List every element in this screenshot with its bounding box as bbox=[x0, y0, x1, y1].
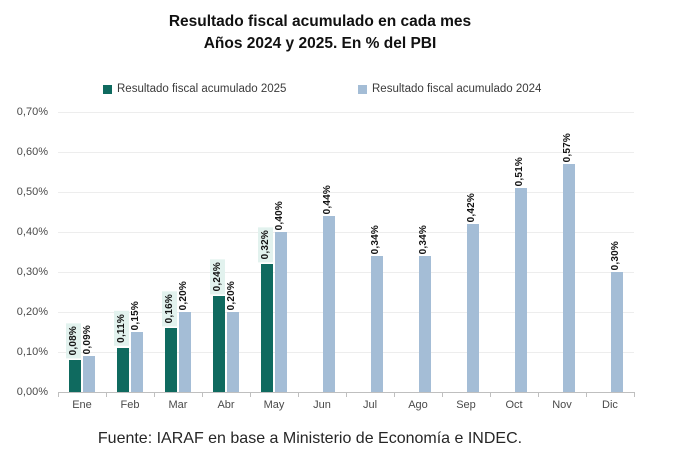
x-tick-label: Dic bbox=[602, 399, 618, 411]
bar-label-2024-Jul: 0,34% bbox=[370, 224, 381, 254]
bar-label-2024-Mar: 0,20% bbox=[178, 280, 189, 310]
x-tick-label: Jul bbox=[362, 399, 378, 411]
gridline bbox=[58, 192, 634, 193]
gridline bbox=[58, 272, 634, 273]
bar-label-2024-Ene: 0,09% bbox=[82, 324, 93, 354]
x-tick-label: Sep bbox=[456, 399, 476, 411]
legend-item-2025: Resultado fiscal acumulado 2025 bbox=[103, 83, 286, 95]
x-axis-tick bbox=[298, 393, 299, 397]
x-tick-label: Oct bbox=[505, 399, 523, 411]
legend-label-2025: Resultado fiscal acumulado 2025 bbox=[117, 83, 287, 95]
bar-2025-Abr bbox=[213, 296, 225, 392]
gridline bbox=[58, 152, 634, 153]
bar-label-2024-Nov: 0,57% bbox=[562, 132, 573, 162]
legend: Resultado fiscal acumulado 2025 Resultad… bbox=[0, 83, 640, 97]
bar-2024-Sep bbox=[467, 224, 479, 392]
bar-2024-Jun bbox=[323, 216, 335, 392]
y-tick-label: 0,70% bbox=[16, 106, 48, 118]
legend-swatch-2025 bbox=[103, 84, 112, 94]
x-tick-label: Mar bbox=[168, 399, 188, 411]
bar-2024-Ago bbox=[419, 256, 431, 392]
bar-2024-Oct bbox=[515, 188, 527, 392]
bar-2025-Ene bbox=[69, 360, 81, 392]
bar-label-2025-Abr: 0,24% bbox=[210, 258, 225, 294]
y-tick-label: 0,60% bbox=[16, 146, 48, 158]
x-tick-label: Feb bbox=[120, 399, 140, 411]
bar-2025-Mar bbox=[165, 328, 177, 392]
x-axis-tick bbox=[346, 393, 347, 397]
bar-2024-Dic bbox=[611, 272, 623, 392]
x-tick-label: Jun bbox=[313, 399, 331, 411]
y-tick-label: 0,10% bbox=[16, 346, 48, 358]
bar-label-2025-Feb: 0,11% bbox=[114, 311, 129, 346]
x-tick-label: May bbox=[263, 399, 285, 411]
gridline bbox=[58, 312, 634, 313]
bar-2025-May bbox=[261, 264, 273, 392]
bar-label-2025-Mar: 0,16% bbox=[162, 290, 177, 326]
bar-label-2024-Oct: 0,51% bbox=[514, 156, 525, 186]
y-tick-label: 0,30% bbox=[16, 266, 48, 278]
source-note: Fuente: IARAF en base a Ministerio de Ec… bbox=[97, 430, 523, 447]
bar-2024-Jul bbox=[371, 256, 383, 392]
x-tick-label: Nov bbox=[552, 399, 572, 411]
bar-label-2024-Sep: 0,42% bbox=[466, 192, 477, 222]
x-axis-tick bbox=[106, 393, 107, 397]
bar-2025-Feb bbox=[117, 348, 129, 392]
chart-title-block: Resultado fiscal acumulado en cada mes A… bbox=[0, 11, 640, 55]
legend-swatch-2024 bbox=[358, 84, 367, 94]
y-tick-label: 0,20% bbox=[16, 306, 48, 318]
x-axis-tick bbox=[490, 393, 491, 397]
x-tick-label: Ago bbox=[408, 399, 428, 411]
gridline bbox=[58, 112, 634, 113]
bar-label-2024-Dic: 0,30% bbox=[610, 240, 621, 270]
x-axis-tick bbox=[154, 393, 155, 397]
bar-label-2025-May: 0,32% bbox=[258, 226, 273, 262]
bar-label-2024-Jun: 0,44% bbox=[322, 184, 333, 214]
y-tick-label: 0,40% bbox=[16, 226, 48, 238]
bar-2024-Abr bbox=[227, 312, 239, 392]
x-axis-tick bbox=[538, 393, 539, 397]
legend-item-2024: Resultado fiscal acumulado 2024 bbox=[358, 83, 541, 95]
bar-label-2024-May: 0,40% bbox=[274, 200, 285, 230]
x-tick-label: Abr bbox=[217, 399, 235, 411]
x-axis-tick bbox=[202, 393, 203, 397]
x-tick-label: Ene bbox=[72, 399, 92, 411]
chart-subtitle: Años 2024 y 2025. En % del PBI bbox=[203, 35, 437, 52]
bar-2024-Ene bbox=[83, 356, 95, 392]
legend-label-2024: Resultado fiscal acumulado 2024 bbox=[372, 83, 542, 95]
x-axis-tick bbox=[58, 393, 59, 397]
bar-label-2024-Feb: 0,15% bbox=[130, 300, 141, 330]
bar-label-2025-Ene: 0,08% bbox=[66, 322, 81, 358]
bar-2024-Mar bbox=[179, 312, 191, 392]
x-axis-tick bbox=[250, 393, 251, 397]
bar-2024-May bbox=[275, 232, 287, 392]
bar-2024-Nov bbox=[563, 164, 575, 392]
x-axis-tick bbox=[442, 393, 443, 397]
x-axis-tick bbox=[394, 393, 395, 397]
bar-label-2024-Ago: 0,34% bbox=[418, 224, 429, 254]
x-axis-line bbox=[58, 392, 635, 393]
x-axis-tick bbox=[634, 393, 635, 397]
y-tick-label: 0,50% bbox=[16, 186, 48, 198]
gridline bbox=[58, 232, 634, 233]
gridline bbox=[58, 352, 634, 353]
bar-2024-Feb bbox=[131, 332, 143, 392]
x-axis-tick bbox=[586, 393, 587, 397]
bar-label-2024-Abr: 0,20% bbox=[226, 280, 237, 310]
chart-title: Resultado fiscal acumulado en cada mes bbox=[168, 13, 472, 30]
y-tick-label: 0,00% bbox=[16, 386, 48, 398]
